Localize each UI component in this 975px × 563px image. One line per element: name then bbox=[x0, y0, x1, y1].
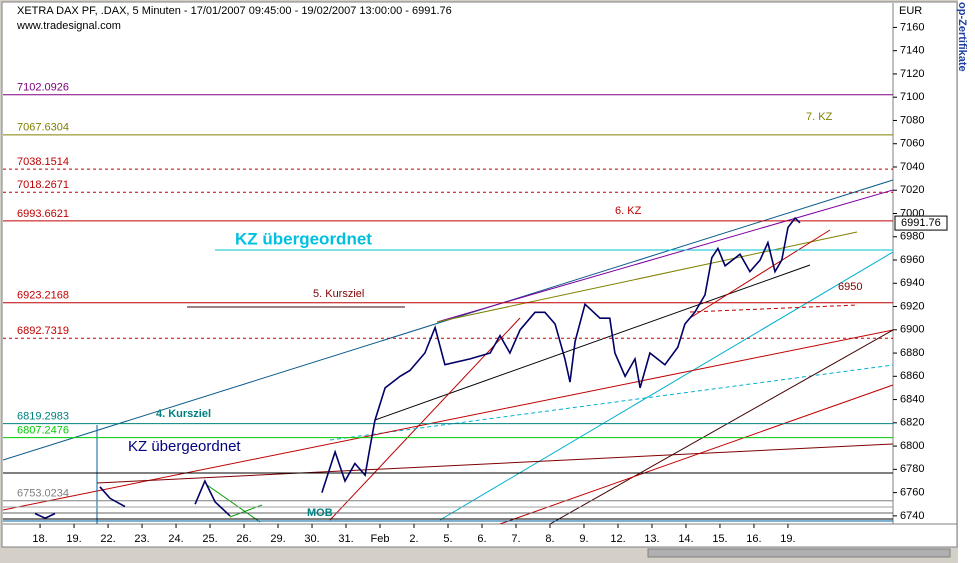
y-tick-label: 7040 bbox=[900, 161, 924, 173]
x-tick-label: 6. bbox=[477, 533, 486, 545]
x-tick-label: 9. bbox=[579, 533, 588, 545]
x-tick-label: 31. bbox=[338, 533, 353, 545]
x-tick-label: 24. bbox=[168, 533, 183, 545]
x-tick-label: 19. bbox=[780, 533, 795, 545]
scrollbar[interactable] bbox=[647, 548, 951, 558]
y-tick-label: 7140 bbox=[900, 45, 924, 57]
x-tick-label: 7. bbox=[511, 533, 520, 545]
x-tick-label: 19. bbox=[66, 533, 81, 545]
last-price-box bbox=[894, 215, 948, 231]
level-label: 7018.2671 bbox=[17, 179, 69, 191]
last-price-label: 6991.76 bbox=[901, 217, 941, 229]
y-tick-label: 6800 bbox=[900, 440, 924, 452]
y-tick-label: 6760 bbox=[900, 487, 924, 499]
x-tick-label: 25. bbox=[202, 533, 217, 545]
y-tick-label: 7120 bbox=[900, 68, 924, 80]
x-tick-label: 29. bbox=[270, 533, 285, 545]
y-tick-label: 7160 bbox=[900, 21, 924, 33]
annotation: 6. KZ bbox=[615, 205, 642, 217]
x-tick-label: 16. bbox=[746, 533, 761, 545]
y-tick-label: 6960 bbox=[900, 254, 924, 266]
chart-bg bbox=[1, 1, 958, 548]
x-tick-label: 2. bbox=[409, 533, 418, 545]
x-tick-label: 23. bbox=[134, 533, 149, 545]
level-label: 7038.1514 bbox=[17, 156, 69, 168]
y-tick-label: 7060 bbox=[900, 138, 924, 150]
y-tick-label: 6820 bbox=[900, 417, 924, 429]
x-tick-label: 22. bbox=[100, 533, 115, 545]
level-label: 6892.7319 bbox=[17, 325, 69, 337]
price-line bbox=[34, 216, 801, 520]
annotation: 5. Kursziel bbox=[313, 288, 364, 300]
x-tick-label: Feb bbox=[371, 533, 390, 545]
chart-title: XETRA DAX PF, .DAX, 5 Minuten - 17/01/20… bbox=[17, 5, 452, 17]
y-tick-label: 6880 bbox=[900, 347, 924, 359]
annotation: MOB bbox=[307, 507, 333, 519]
annotations: KZ übergeordnet 5. Kursziel 6. KZ 7. KZ … bbox=[128, 111, 862, 519]
y-tick-label: 6920 bbox=[900, 300, 924, 312]
plot bbox=[3, 94, 893, 524]
x-tick-label: 26. bbox=[236, 533, 251, 545]
x-tick-label: 13. bbox=[644, 533, 659, 545]
x-tick-label: 14. bbox=[678, 533, 693, 545]
x-tick-label: 12. bbox=[610, 533, 625, 545]
trendlines bbox=[3, 179, 893, 524]
side-strip bbox=[958, 0, 975, 563]
annotation: KZ übergeordnet bbox=[235, 229, 372, 248]
x-tick-label: 5. bbox=[443, 533, 452, 545]
level-label: 6923.2168 bbox=[17, 290, 69, 302]
y-unit: EUR bbox=[899, 5, 922, 17]
level-label: 6807.2476 bbox=[17, 425, 69, 437]
side-text: op-Zertifikate bbox=[956, 2, 968, 72]
x-tick-label: 8. bbox=[545, 533, 554, 545]
x-tick-label: 15. bbox=[712, 533, 727, 545]
x-tick-label: 18. bbox=[32, 533, 47, 545]
level-label: 7067.6304 bbox=[17, 122, 69, 134]
annotation: 6950 bbox=[838, 281, 862, 293]
chart-subtitle: www.tradesignal.com bbox=[16, 20, 121, 32]
annotation: 4. Kursziel bbox=[156, 408, 211, 420]
x-tick-label: 30. bbox=[304, 533, 319, 545]
y-tick-label: 6980 bbox=[900, 231, 924, 243]
level-label: 7102.0926 bbox=[17, 82, 69, 94]
annotation: 7. KZ bbox=[806, 111, 833, 123]
y-tick-label: 7020 bbox=[900, 184, 924, 196]
annotation: KZ übergeordnet bbox=[128, 438, 241, 455]
y-tick-label: 6840 bbox=[900, 393, 924, 405]
y-tick-label: 7080 bbox=[900, 114, 924, 126]
level-label: 6753.0234 bbox=[17, 488, 69, 500]
y-tick-label: 6860 bbox=[900, 370, 924, 382]
y-tick-label: 6900 bbox=[900, 324, 924, 336]
y-tick-label: 6740 bbox=[900, 510, 924, 522]
y-tick-label: 6780 bbox=[900, 463, 924, 475]
y-tick-label: 7100 bbox=[900, 91, 924, 103]
level-label: 6819.2983 bbox=[17, 411, 69, 423]
level-label: 6993.6621 bbox=[17, 208, 69, 220]
y-tick-label: 6940 bbox=[900, 277, 924, 289]
